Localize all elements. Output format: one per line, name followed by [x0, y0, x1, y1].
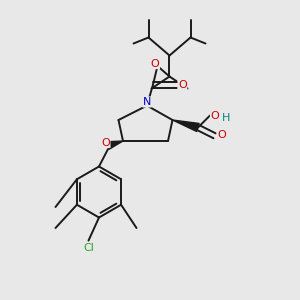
- Text: N: N: [143, 97, 151, 107]
- Text: O: O: [101, 137, 110, 148]
- Polygon shape: [172, 120, 199, 131]
- Polygon shape: [107, 141, 123, 149]
- Text: O: O: [151, 58, 160, 69]
- Text: Cl: Cl: [83, 243, 94, 253]
- Text: O: O: [210, 111, 219, 122]
- Text: H: H: [222, 113, 231, 123]
- Text: O: O: [178, 80, 187, 90]
- Text: O: O: [217, 130, 226, 140]
